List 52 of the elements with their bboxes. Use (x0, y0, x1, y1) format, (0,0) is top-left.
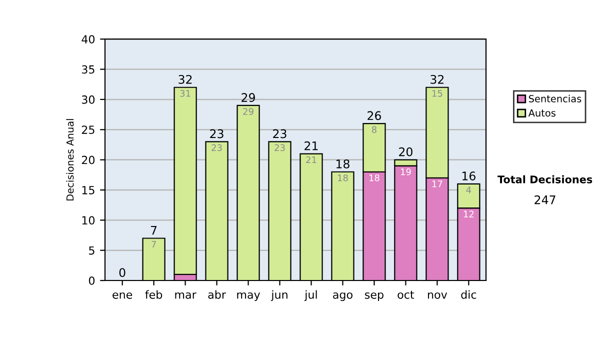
data-label: 12 (464, 210, 474, 218)
total-label: 32 (430, 74, 444, 84)
data-label: 15 (432, 90, 442, 97)
y-tick-label: 20 (82, 156, 95, 164)
legend-label: Sentencias (528, 94, 582, 102)
total-label: 26 (368, 111, 381, 120)
x-tick-label: sep (364, 292, 384, 301)
y-tick-label: 10 (82, 216, 95, 225)
y-tick-label: 5 (89, 246, 94, 255)
total-label: 23 (273, 129, 286, 138)
data-label: 8 (372, 126, 376, 133)
data-label: 7 (152, 240, 156, 248)
y-tick-label: 15 (82, 186, 94, 194)
x-tick-label: ene (112, 292, 132, 299)
x-tick-label: may (237, 292, 260, 301)
total-label: 16 (462, 172, 476, 180)
y-tick-label: 30 (82, 95, 95, 104)
y-tick-label: 0 (88, 276, 95, 285)
x-tick-label: jun (270, 290, 288, 301)
legend-label: Autos (528, 109, 556, 117)
y-tick-label: 40 (82, 35, 95, 44)
x-tick-label: nov (428, 292, 448, 299)
x-tick-label: dic (461, 290, 476, 299)
text: Total Decisiones (498, 175, 592, 184)
data-label: 19 (400, 168, 411, 176)
x-tick-label: mar (175, 292, 196, 299)
total-label: 21 (304, 141, 318, 150)
y-tick-label: 35 (82, 65, 94, 74)
data-label: 21 (306, 156, 316, 164)
data-label: 18 (369, 174, 380, 182)
x-tick-label: ago (333, 292, 352, 301)
data-label: 17 (432, 180, 442, 188)
x-tick-label: oct (398, 290, 414, 299)
data-label: 29 (243, 108, 254, 115)
data-label: 4 (466, 186, 472, 194)
x-tick-label: abr (208, 290, 226, 299)
total-label: 7 (151, 226, 157, 235)
x-tick-label: jul (304, 290, 317, 301)
data-label: 18 (338, 174, 348, 182)
total-label: 23 (210, 129, 224, 138)
y-tick-label: 25 (82, 126, 94, 134)
data-label: 31 (180, 90, 190, 97)
y-axis-title: Decisiones Anual (66, 119, 74, 200)
total-label: 29 (242, 93, 255, 102)
total-label: 18 (336, 159, 350, 168)
total-label: 20 (399, 147, 412, 156)
x-tick-label: feb (145, 290, 162, 299)
data-label: 23 (274, 144, 285, 152)
total-label: 0 (119, 268, 126, 278)
text: 247 (534, 195, 556, 204)
data-label: 23 (212, 144, 222, 152)
total-label: 32 (178, 74, 192, 84)
